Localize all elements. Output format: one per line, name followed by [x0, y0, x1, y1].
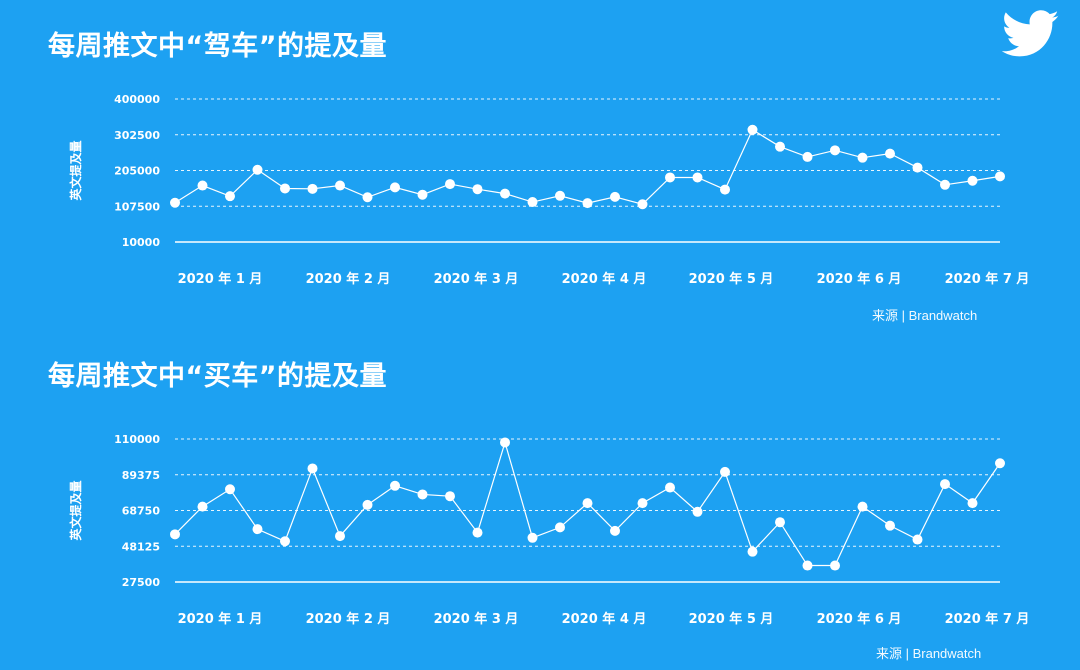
- data-point: [390, 480, 400, 491]
- x-tick-label: 2020 年 3 月: [434, 611, 519, 627]
- data-point: [362, 499, 373, 510]
- data-point: [362, 192, 373, 203]
- chart-2-source: 来源 | Brandwatch: [876, 646, 982, 661]
- data-point: [692, 172, 703, 183]
- data-point: [527, 532, 538, 543]
- data-point: [472, 527, 483, 538]
- data-point: [225, 484, 235, 495]
- data-point: [692, 506, 703, 517]
- chart-2-title: 每周推文中“买车”的提及量: [48, 361, 387, 392]
- data-point: [390, 182, 400, 193]
- data-point: [197, 180, 208, 191]
- data-point: [307, 463, 318, 474]
- x-tick-label: 2020 年 5 月: [689, 611, 774, 627]
- y-tick-label: 89375: [122, 469, 160, 482]
- y-axis-label: 英文提及量: [68, 480, 83, 540]
- data-point: [197, 501, 208, 512]
- chart-1: 10000 107500 205000 302500 400000 英文提及量 2020 年…: [68, 93, 1030, 287]
- y-axis-label: 英文提及量: [68, 140, 83, 200]
- x-tick-label: 2020 年 1 月: [178, 271, 263, 287]
- y-tick-label: 27500: [122, 576, 161, 589]
- data-point: [500, 437, 510, 448]
- data-point: [170, 197, 180, 208]
- data-point: [637, 199, 648, 210]
- y-tick-label: 110000: [114, 433, 160, 446]
- data-point: [665, 482, 675, 493]
- y-tick-label: 68750: [122, 505, 161, 518]
- data-point: [610, 525, 620, 536]
- series-line: [174, 128, 1001, 205]
- data-point: [582, 498, 593, 509]
- data-point: [775, 517, 785, 528]
- y-tick-label: 48125: [122, 540, 160, 553]
- data-point: [940, 179, 950, 190]
- data-point: [775, 141, 785, 152]
- x-tick-label: 2020 年 7 月: [945, 611, 1030, 627]
- data-point: [225, 191, 235, 202]
- twitter-bird-icon: [1002, 10, 1059, 57]
- data-point: [610, 191, 620, 202]
- data-point: [857, 152, 868, 163]
- data-point: [527, 197, 538, 208]
- data-point: [720, 184, 730, 195]
- data-point: [445, 179, 455, 190]
- data-point: [967, 498, 978, 509]
- data-point: [637, 498, 648, 509]
- data-point: [857, 501, 868, 512]
- data-point: [472, 184, 483, 195]
- data-point: [747, 546, 758, 557]
- data-point: [967, 175, 978, 186]
- data-point: [912, 534, 923, 545]
- chart-2: 27500 48125 68750 89375 110000 英文提及量 2020 年 1 …: [68, 433, 1030, 627]
- data-point: [252, 524, 263, 535]
- data-point: [252, 164, 263, 175]
- x-tick-label: 2020 年 4 月: [562, 611, 647, 627]
- data-point: [280, 536, 290, 547]
- data-point: [500, 188, 510, 199]
- data-point: [665, 172, 675, 183]
- x-tick-label: 2020 年 4 月: [562, 271, 647, 287]
- data-point: [555, 522, 565, 533]
- y-tick-label: 400000: [114, 93, 160, 106]
- data-point: [445, 491, 455, 502]
- data-point: [885, 520, 895, 531]
- chart-1-title: 每周推文中“驾车”的提及量: [48, 31, 387, 62]
- data-point: [885, 148, 895, 159]
- x-tick-label: 2020 年 5 月: [689, 271, 774, 287]
- x-tick-label: 2020 年 7 月: [945, 271, 1030, 287]
- x-tick-label: 2020 年 1 月: [178, 611, 263, 627]
- data-point: [335, 531, 345, 542]
- data-point: [720, 466, 730, 477]
- data-point: [170, 529, 180, 540]
- data-point: [280, 183, 290, 194]
- data-point: [417, 489, 428, 500]
- data-point: [830, 560, 840, 571]
- data-point: [582, 198, 593, 209]
- data-point: [830, 145, 840, 156]
- chart-1-source: 来源 | Brandwatch: [872, 308, 978, 323]
- data-point: [747, 124, 758, 135]
- data-point: [802, 151, 813, 162]
- y-tick-label: 10000: [122, 236, 161, 249]
- data-point: [912, 162, 923, 173]
- data-point: [335, 180, 345, 191]
- x-tick-label: 2020 年 2 月: [306, 271, 391, 287]
- x-tick-label: 2020 年 2 月: [306, 611, 391, 627]
- x-tick-label: 2020 年 6 月: [817, 611, 902, 627]
- data-point: [307, 183, 318, 194]
- data-point: [802, 560, 813, 571]
- data-point: [940, 479, 950, 490]
- x-tick-label: 2020 年 6 月: [817, 271, 902, 287]
- data-point: [555, 190, 565, 201]
- y-tick-label: 302500: [114, 129, 160, 142]
- y-tick-label: 107500: [114, 200, 160, 213]
- x-tick-label: 2020 年 3 月: [434, 271, 519, 287]
- data-point: [995, 171, 1005, 182]
- data-point: [417, 189, 428, 200]
- y-tick-label: 205000: [114, 165, 160, 178]
- data-point: [995, 458, 1005, 469]
